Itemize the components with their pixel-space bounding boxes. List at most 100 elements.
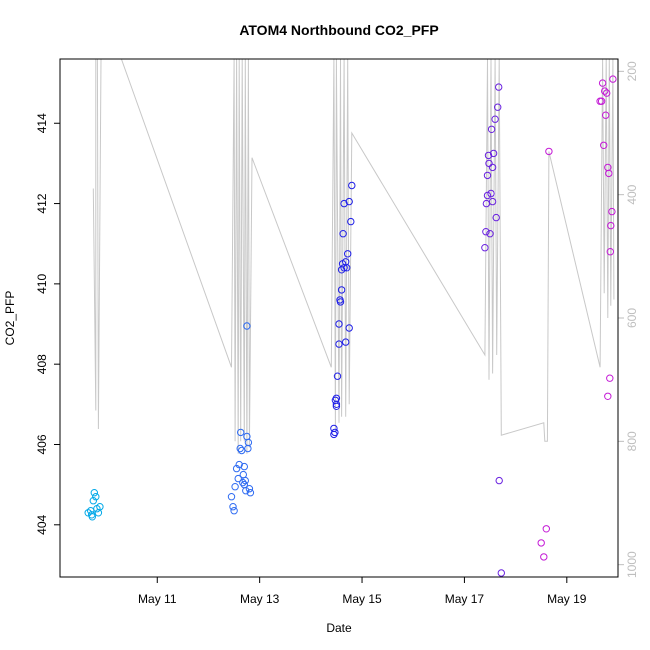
- data-point-s0-9: [88, 513, 97, 521]
- data-point-s2-7: [335, 320, 343, 328]
- data-point-s1-4: [232, 464, 241, 473]
- secondary-series-line: [92, 58, 615, 454]
- data-point-s2-17: [342, 338, 350, 346]
- data-point-s1-18: [245, 485, 254, 493]
- data-point-s1-9: [238, 446, 246, 455]
- data-point-s0-3: [89, 497, 98, 505]
- data-point-s3-17: [495, 476, 503, 485]
- data-point-s1-0: [227, 493, 236, 501]
- data-point-s2-13: [339, 230, 347, 238]
- data-point-s4-17: [608, 207, 616, 216]
- data-point-s4-9: [602, 111, 610, 119]
- data-point-s0-0: [84, 509, 92, 517]
- secondary-series: [92, 58, 615, 454]
- data-point-s4-3: [545, 147, 553, 156]
- data-point-s1-20: [240, 462, 249, 471]
- y2-tick-label-2: 600: [625, 308, 639, 328]
- data-point-s1-6: [235, 460, 243, 469]
- data-point-s2-4: [332, 402, 341, 410]
- data-point-s1-16: [244, 444, 252, 453]
- data-point-s3-0: [481, 244, 489, 252]
- y-tick-label-0: 404: [35, 514, 49, 534]
- plot-frame: [59, 58, 619, 578]
- x-tick-label-4: May 19: [547, 592, 587, 606]
- data-point-s2-6: [335, 340, 343, 348]
- data-point-s3-10: [488, 163, 497, 172]
- data-point-s0-7: [94, 509, 103, 517]
- data-point-s1-1: [229, 503, 237, 511]
- x-tick-label-0: May 11: [138, 592, 177, 606]
- data-point-s2-24: [330, 430, 338, 439]
- data-point-s2-22: [347, 217, 355, 226]
- data-point-s4-16: [607, 221, 615, 230]
- data-point-s2-15: [340, 199, 348, 208]
- data-point-s2-9: [336, 298, 345, 306]
- data-point-s1-5: [234, 474, 242, 483]
- data-point-s4-14: [606, 374, 614, 382]
- data-point-s1-21: [243, 322, 251, 330]
- x-axis-label: Date: [326, 621, 352, 635]
- data-point-s3-14: [492, 213, 500, 222]
- data-point-s2-25: [332, 400, 341, 408]
- y-axis-label: CO2_PFP: [3, 291, 17, 346]
- data-point-s3-1: [482, 228, 490, 236]
- chart-title: ATOM4 Northbound CO2_PFP: [239, 22, 438, 38]
- x-tick-label-3: May 17: [445, 592, 485, 606]
- y-tick-label-2: 408: [35, 354, 49, 374]
- data-point-s0-8: [96, 503, 104, 511]
- data-point-s3-4: [483, 171, 492, 180]
- data-point-s2-20: [345, 324, 353, 332]
- data-points: [84, 75, 617, 577]
- data-point-s2-19: [344, 250, 352, 258]
- data-point-s4-6: [598, 79, 607, 87]
- y-tick-label-4: 412: [35, 193, 49, 213]
- data-point-s1-14: [242, 487, 250, 495]
- data-point-s4-5: [597, 97, 606, 105]
- data-point-s4-12: [605, 169, 613, 178]
- data-point-s2-10: [337, 286, 346, 294]
- data-point-s1-7: [236, 444, 244, 453]
- data-point-s3-12: [489, 149, 498, 158]
- data-point-s4-15: [606, 248, 614, 256]
- data-point-s1-11: [239, 470, 248, 479]
- data-point-s3-5: [484, 151, 493, 160]
- data-point-s2-5: [333, 372, 342, 380]
- data-point-s4-18: [609, 75, 617, 83]
- data-point-s3-11: [488, 197, 497, 206]
- y-tick-label-1: 406: [35, 434, 49, 454]
- data-point-s3-7: [486, 230, 494, 238]
- data-point-s2-21: [345, 197, 353, 206]
- data-point-s3-16: [495, 83, 503, 91]
- data-point-s1-10: [239, 478, 247, 487]
- data-point-s3-15: [494, 103, 502, 111]
- data-point-s1-3: [231, 483, 239, 491]
- data-point-s3-8: [487, 189, 495, 198]
- data-point-s4-10: [603, 89, 611, 97]
- data-point-s2-18: [343, 264, 351, 272]
- y2-tick-label-4: 1000: [625, 551, 639, 578]
- axes: May 11 May 13 May 15 May 17 May 19 404 406 408 4…: [35, 61, 639, 606]
- data-point-s4-7: [600, 141, 608, 150]
- y2-tick-label-1: 400: [625, 184, 639, 204]
- data-point-s4-1: [540, 553, 548, 561]
- y-tick-label-5: 414: [35, 113, 49, 133]
- data-point-s1-8: [237, 428, 245, 437]
- data-point-s4-8: [601, 87, 609, 95]
- data-point-s2-23: [348, 181, 356, 190]
- data-point-s4-13: [604, 392, 612, 400]
- data-point-s1-13: [241, 476, 250, 485]
- data-point-s4-2: [542, 525, 550, 533]
- data-point-s1-2: [230, 507, 238, 515]
- data-point-s0-5: [92, 493, 100, 501]
- data-point-s3-13: [491, 115, 499, 123]
- data-point-s4-0: [537, 539, 545, 547]
- x-tick-label-2: May 15: [342, 592, 382, 606]
- data-point-s1-17: [244, 438, 253, 447]
- y-tick-label-3: 410: [35, 274, 49, 294]
- data-point-s0-4: [90, 489, 99, 497]
- data-point-s3-18: [497, 569, 505, 577]
- y2-tick-label-3: 800: [625, 431, 639, 451]
- x-tick-label-1: May 13: [240, 592, 280, 606]
